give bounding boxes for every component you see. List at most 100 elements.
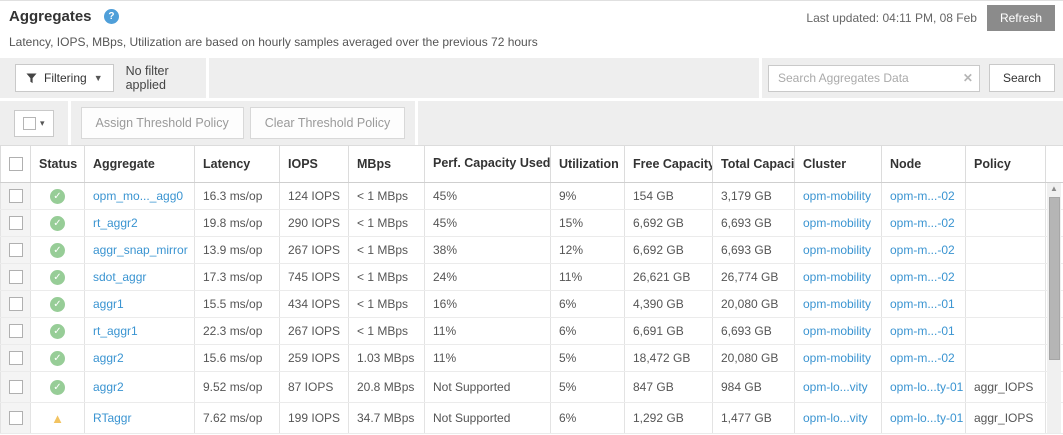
free-capacity-cell: 26,621 GB — [624, 263, 713, 291]
node-link[interactable]: opm-m...-02 — [890, 189, 955, 203]
clear-threshold-policy-button[interactable]: Clear Threshold Policy — [249, 107, 406, 139]
utilization-cell: 12% — [550, 236, 625, 264]
node-link[interactable]: opm-lo...ty-01 — [890, 411, 964, 425]
column-header-iops[interactable]: IOPS — [279, 145, 349, 183]
policy-cell — [965, 236, 1046, 264]
aggregate-link[interactable]: opm_mo..._agg0 — [93, 189, 184, 203]
cluster-cell: opm-mobility — [794, 236, 882, 264]
header-right: Last updated: 04:11 PM, 08 Feb Refresh — [806, 5, 1055, 31]
aggregate-link[interactable]: aggr2 — [93, 380, 124, 394]
node-link[interactable]: opm-m...-01 — [890, 297, 955, 311]
search-input[interactable] — [767, 64, 980, 92]
iops-cell: 267 IOPS — [279, 317, 349, 345]
node-link[interactable]: opm-m...-02 — [890, 351, 955, 365]
row-checkbox-cell — [0, 402, 31, 434]
iops-cell: 199 IOPS — [279, 402, 349, 434]
node-link[interactable]: opm-m...-02 — [890, 270, 955, 284]
row-checkbox[interactable] — [8, 270, 23, 285]
row-checkbox[interactable] — [8, 297, 23, 312]
vertical-scrollbar[interactable]: ▲ — [1047, 183, 1061, 433]
node-cell: opm-m...-02 — [881, 263, 966, 291]
header-checkbox[interactable] — [8, 157, 23, 172]
aggregate-cell: aggr_snap_mirror — [84, 236, 195, 264]
column-header-node[interactable]: Node — [881, 145, 966, 183]
row-checkbox[interactable] — [8, 243, 23, 258]
node-cell: opm-m...-01 — [881, 317, 966, 345]
cluster-link[interactable]: opm-lo...vity — [803, 411, 868, 425]
scroll-up-arrow-icon[interactable]: ▲ — [1050, 184, 1058, 193]
cluster-link[interactable]: opm-mobility — [803, 324, 872, 338]
page-header: Aggregates ? Last updated: 04:11 PM, 08 … — [0, 1, 1063, 31]
column-header-aggregate[interactable]: Aggregate — [84, 145, 195, 183]
column-header-perf-capacity-used[interactable]: Perf. Capacity Used — [424, 145, 551, 183]
search-box: ✕ — [767, 64, 980, 92]
cluster-link[interactable]: opm-mobility — [803, 243, 872, 257]
row-checkbox[interactable] — [8, 189, 23, 204]
table-row: RTaggr 7.62 ms/op 199 IOPS 34.7 MBps Not… — [0, 402, 1063, 434]
column-header-free-capacity[interactable]: Free Capacity — [624, 145, 713, 183]
cluster-cell: opm-mobility — [794, 182, 882, 210]
column-header-total-capacity[interactable]: Total Capacity — [712, 145, 795, 183]
utilization-cell: 15% — [550, 209, 625, 237]
node-link[interactable]: opm-lo...ty-01 — [890, 380, 964, 394]
aggregate-link[interactable]: rt_aggr1 — [93, 324, 138, 338]
aggregate-link[interactable]: sdot_aggr — [93, 270, 147, 284]
scrollbar-thumb[interactable] — [1048, 197, 1060, 360]
action-toolbar: ▾ Assign Threshold Policy Clear Threshol… — [0, 101, 1063, 145]
row-checkbox[interactable] — [8, 411, 23, 426]
cluster-link[interactable]: opm-mobility — [803, 351, 872, 365]
perf-capacity-used-cell: 24% — [424, 263, 551, 291]
column-header-utilization[interactable]: Utilization — [550, 145, 625, 183]
aggregate-link[interactable]: aggr1 — [93, 297, 124, 311]
row-checkbox[interactable] — [8, 380, 23, 395]
column-header-mbps[interactable]: MBps — [348, 145, 425, 183]
policy-cell — [965, 182, 1046, 210]
cluster-link[interactable]: opm-mobility — [803, 297, 872, 311]
row-checkbox[interactable] — [8, 351, 23, 366]
column-header-cluster[interactable]: Cluster — [794, 145, 882, 183]
latency-cell: 7.62 ms/op — [194, 402, 280, 434]
refresh-button[interactable]: Refresh — [986, 5, 1055, 31]
cluster-link[interactable]: opm-lo...vity — [803, 380, 868, 394]
status-cell — [30, 402, 85, 434]
row-checkbox[interactable] — [8, 324, 23, 339]
funnel-icon — [26, 72, 37, 83]
column-header-status[interactable]: Status — [30, 145, 85, 183]
status-cell — [30, 263, 85, 291]
cluster-cell: opm-lo...vity — [794, 371, 882, 403]
table-body: opm_mo..._agg0 16.3 ms/op 124 IOPS < 1 M… — [0, 182, 1063, 434]
aggregate-cell: sdot_aggr — [84, 263, 195, 291]
mbps-cell: 34.7 MBps — [348, 402, 425, 434]
aggregate-link[interactable]: aggr_snap_mirror — [93, 243, 188, 257]
utilization-cell: 6% — [550, 290, 625, 318]
node-link[interactable]: opm-m...-01 — [890, 324, 955, 338]
aggregate-cell: rt_aggr2 — [84, 209, 195, 237]
cluster-link[interactable]: opm-mobility — [803, 270, 872, 284]
status-icon — [50, 297, 65, 312]
assign-threshold-policy-button[interactable]: Assign Threshold Policy — [80, 107, 244, 139]
filter-bar: Filtering ▼ No filter applied ✕ Search — [0, 58, 1063, 98]
total-capacity-cell: 6,693 GB — [712, 317, 795, 345]
select-all-checkbox[interactable] — [23, 116, 36, 130]
aggregate-link[interactable]: rt_aggr2 — [93, 216, 138, 230]
column-header-policy[interactable]: Policy — [965, 145, 1046, 183]
filtering-button[interactable]: Filtering ▼ — [15, 64, 114, 92]
select-all-dropdown-button[interactable]: ▾ — [14, 109, 54, 137]
iops-cell: 87 IOPS — [279, 371, 349, 403]
node-link[interactable]: opm-m...-02 — [890, 243, 955, 257]
clear-search-icon[interactable]: ✕ — [962, 70, 973, 85]
help-icon[interactable]: ? — [103, 9, 119, 25]
policy-cell — [965, 344, 1046, 372]
aggregate-link[interactable]: aggr2 — [93, 351, 124, 365]
perf-capacity-used-cell: 45% — [424, 209, 551, 237]
search-button[interactable]: Search — [988, 64, 1055, 92]
cluster-link[interactable]: opm-mobility — [803, 189, 872, 203]
policy-cell — [965, 209, 1046, 237]
cluster-link[interactable]: opm-mobility — [803, 216, 872, 230]
aggregate-link[interactable]: RTaggr — [93, 411, 132, 425]
cluster-cell: opm-mobility — [794, 317, 882, 345]
row-checkbox[interactable] — [8, 216, 23, 231]
column-header-latency[interactable]: Latency — [194, 145, 280, 183]
node-link[interactable]: opm-m...-02 — [890, 216, 955, 230]
